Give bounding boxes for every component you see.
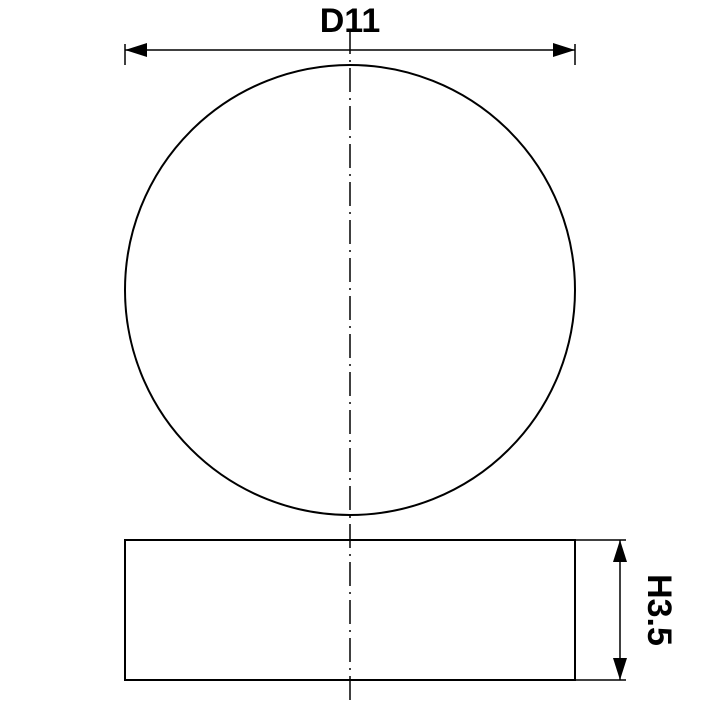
dim-right-arrow-up [613,540,627,562]
dim-right-arrow-down [613,658,627,680]
dim-right-label: H3.5 [640,574,678,646]
dim-top-label: D11 [320,2,381,40]
